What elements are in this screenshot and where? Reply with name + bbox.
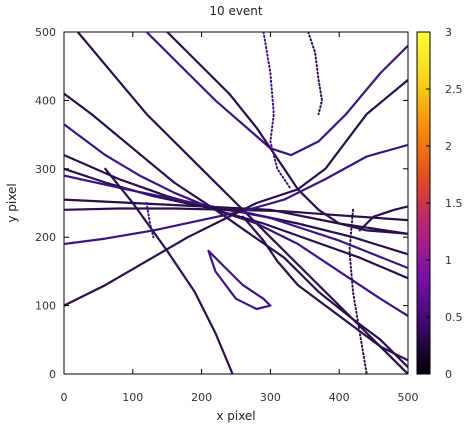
x-tick-label: 100 [122,391,143,404]
track-10 [64,207,408,222]
colorbar-tick-label: 0 [445,368,452,381]
track-14 [207,249,272,311]
track-2 [145,32,408,157]
x-axis-label: x pixel [216,409,255,423]
colorbar-tick-label: 3 [445,26,452,39]
y-tick-label: 200 [35,231,56,244]
track-12 [64,78,408,307]
colorbar-tick-label: 1 [445,254,452,267]
track-19 [348,208,368,374]
colorbar-tick-label: 2.5 [445,83,463,96]
y-tick-label: 500 [35,26,56,39]
track-20 [145,202,155,239]
x-tick-label: 0 [61,391,68,404]
y-axis: 0 100 200 300 400 500 [35,26,408,381]
x-tick-label: 400 [329,391,350,404]
chart-title: 10 event [209,4,263,18]
y-tick-label: 300 [35,163,56,176]
x-tick-label: 200 [191,391,212,404]
colorbar-axis: 0 0.5 1 1.5 2 2.5 3 [426,26,463,381]
x-tick-label: 300 [260,391,281,404]
track-13 [104,167,234,374]
track-9 [64,198,408,235]
y-tick-label: 400 [35,94,56,107]
colorbar-tick-label: 1.5 [445,197,463,210]
x-axis: 0 100 200 300 400 500 [61,32,419,404]
y-axis-label: y pixel [5,183,19,222]
track-6 [64,154,408,280]
track-11 [64,143,408,246]
track-4 [64,92,408,369]
track-series [64,32,408,374]
y-tick-label: 100 [35,300,56,313]
y-tick-label: 0 [49,368,56,381]
colorbar-tick-label: 0.5 [445,311,463,324]
track-18 [307,32,323,116]
track-17 [262,32,292,191]
x-tick-label: 500 [398,391,419,404]
track-16 [358,205,408,232]
track-15 [241,215,408,362]
colorbar-tick-label: 2 [445,140,452,153]
